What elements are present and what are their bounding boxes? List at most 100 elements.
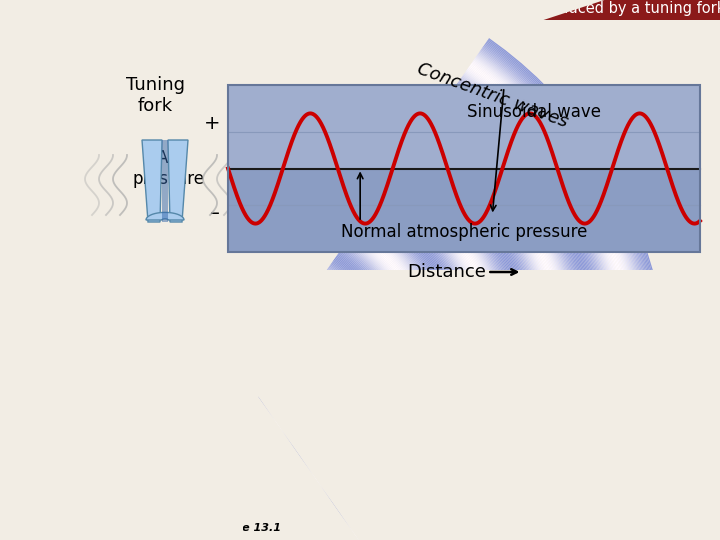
Polygon shape: [362, 218, 448, 540]
Polygon shape: [331, 262, 395, 502]
Polygon shape: [374, 201, 468, 540]
Polygon shape: [425, 128, 558, 540]
Text: Sinusoidal wave: Sinusoidal wave: [467, 103, 601, 121]
Polygon shape: [447, 96, 597, 540]
Polygon shape: [382, 191, 482, 540]
Polygon shape: [474, 59, 642, 540]
Polygon shape: [430, 122, 566, 540]
Polygon shape: [275, 342, 297, 422]
Polygon shape: [444, 102, 590, 540]
Polygon shape: [366, 212, 455, 540]
Polygon shape: [396, 170, 507, 540]
Polygon shape: [402, 160, 519, 540]
Polygon shape: [325, 271, 384, 494]
Polygon shape: [468, 66, 633, 540]
Polygon shape: [458, 81, 616, 540]
Polygon shape: [336, 255, 402, 509]
Polygon shape: [260, 364, 270, 400]
Text: Normal atmospheric pressure: Normal atmospheric pressure: [341, 223, 588, 241]
Polygon shape: [399, 165, 513, 540]
Polygon shape: [264, 359, 276, 406]
Polygon shape: [395, 171, 505, 540]
Polygon shape: [338, 253, 405, 511]
Polygon shape: [272, 346, 292, 417]
Polygon shape: [341, 248, 412, 516]
Polygon shape: [367, 210, 457, 540]
Polygon shape: [321, 276, 377, 488]
Polygon shape: [279, 336, 304, 428]
Polygon shape: [443, 103, 589, 540]
Polygon shape: [428, 124, 563, 540]
Polygon shape: [444, 100, 592, 540]
Polygon shape: [397, 168, 508, 540]
Polygon shape: [282, 332, 309, 432]
Polygon shape: [326, 269, 385, 495]
Polygon shape: [343, 245, 415, 518]
Polygon shape: [384, 187, 486, 540]
Polygon shape: [435, 114, 575, 540]
Polygon shape: [304, 301, 346, 463]
Polygon shape: [357, 225, 440, 539]
Polygon shape: [267, 354, 282, 410]
Polygon shape: [371, 206, 463, 540]
Polygon shape: [365, 214, 454, 540]
Polygon shape: [349, 237, 426, 528]
Polygon shape: [366, 211, 456, 540]
Polygon shape: [351, 234, 428, 530]
Polygon shape: [314, 287, 364, 477]
Polygon shape: [482, 46, 659, 540]
Polygon shape: [462, 76, 621, 540]
Polygon shape: [375, 199, 471, 540]
Polygon shape: [307, 297, 352, 467]
Polygon shape: [419, 137, 547, 540]
Polygon shape: [485, 42, 662, 540]
Polygon shape: [470, 63, 637, 540]
Polygon shape: [276, 340, 300, 424]
Polygon shape: [302, 305, 342, 460]
Polygon shape: [320, 278, 374, 485]
Polygon shape: [448, 95, 598, 540]
Polygon shape: [431, 120, 567, 540]
Polygon shape: [401, 162, 516, 540]
Polygon shape: [404, 159, 521, 540]
Polygon shape: [330, 263, 393, 501]
Polygon shape: [271, 348, 290, 416]
Polygon shape: [465, 71, 628, 540]
Polygon shape: [392, 175, 500, 540]
Polygon shape: [457, 82, 614, 540]
Polygon shape: [317, 283, 369, 481]
Polygon shape: [305, 300, 348, 464]
Polygon shape: [446, 97, 595, 540]
Polygon shape: [289, 322, 321, 442]
Polygon shape: [459, 80, 617, 540]
Polygon shape: [309, 294, 356, 470]
Polygon shape: [418, 138, 546, 540]
Polygon shape: [263, 360, 275, 404]
Polygon shape: [484, 44, 660, 540]
Polygon shape: [439, 108, 582, 540]
Polygon shape: [323, 274, 380, 490]
Polygon shape: [422, 132, 553, 540]
Polygon shape: [461, 77, 620, 540]
Polygon shape: [456, 83, 613, 540]
Polygon shape: [300, 306, 341, 458]
Polygon shape: [431, 119, 569, 540]
Polygon shape: [300, 307, 340, 457]
Polygon shape: [307, 296, 353, 468]
Polygon shape: [446, 98, 594, 540]
Text: Figure 13.1  The periodic condensation and rarefaction of air molecules produced: Figure 13.1 The periodic condensation an…: [7, 2, 720, 17]
Polygon shape: [282, 333, 307, 431]
Polygon shape: [408, 152, 528, 540]
Polygon shape: [477, 53, 649, 540]
Text: Distance: Distance: [408, 263, 486, 281]
Polygon shape: [387, 183, 491, 540]
Polygon shape: [276, 341, 298, 423]
Polygon shape: [413, 145, 536, 540]
Polygon shape: [328, 267, 388, 497]
Polygon shape: [361, 220, 446, 540]
Polygon shape: [329, 265, 390, 499]
Polygon shape: [486, 41, 664, 540]
Polygon shape: [382, 190, 483, 540]
Polygon shape: [345, 242, 419, 522]
Polygon shape: [381, 192, 480, 540]
